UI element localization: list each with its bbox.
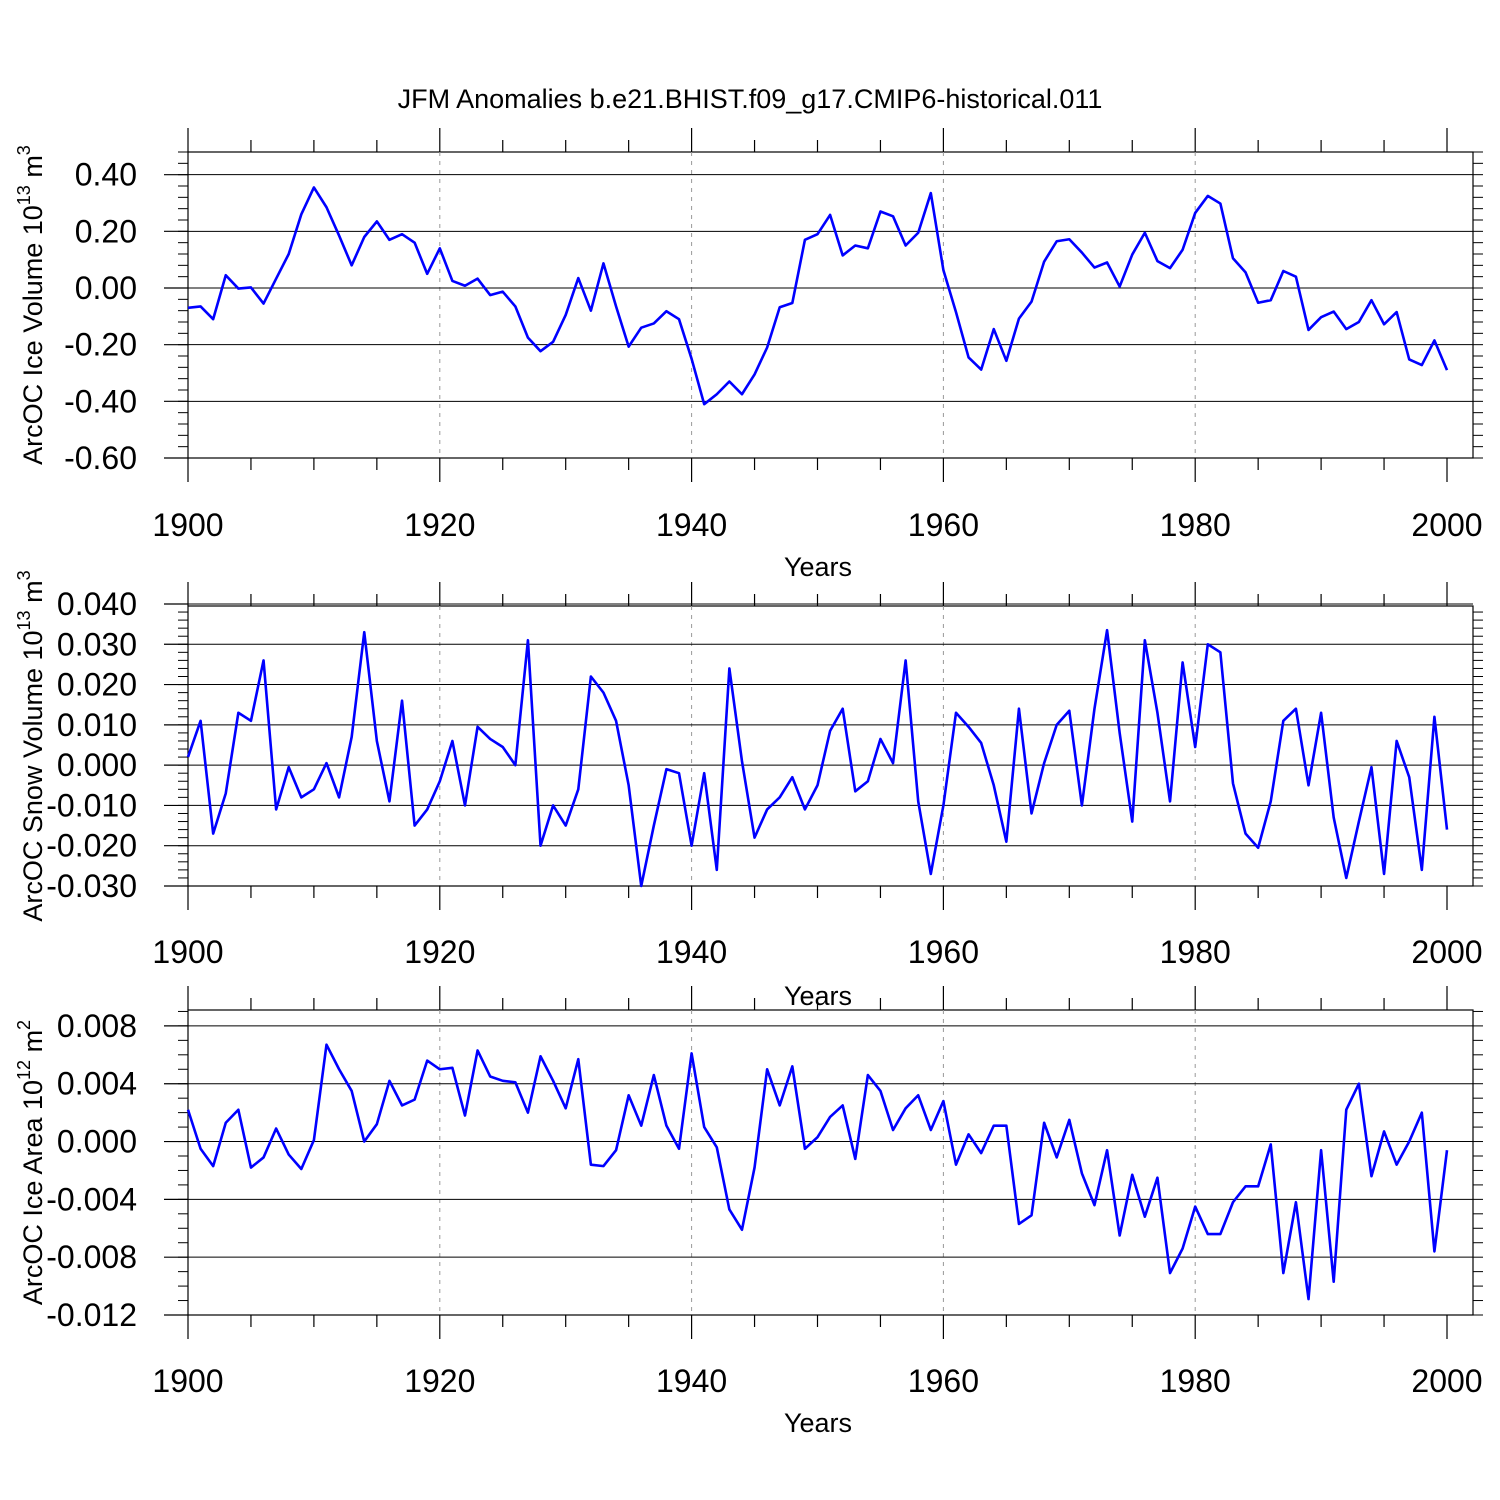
series-line-ice-area <box>186 1043 1449 1301</box>
y-axis-label-unit-exponent: 2 <box>14 1020 34 1030</box>
x-tick-label: 1900 <box>152 1363 223 1399</box>
y-axis-label-text: ArcOC Snow Volume 10 <box>18 630 48 921</box>
series-line-snow-volume <box>186 628 1449 888</box>
series-line-ice-volume <box>187 186 1449 406</box>
y-tick-label: -0.030 <box>46 868 137 904</box>
y-tick-label: 0.40 <box>75 157 137 193</box>
x-tick-label: 1980 <box>1160 507 1231 543</box>
y-axis-label-unit: m <box>18 580 48 610</box>
y-axis-label-text: ArcOC Ice Area 10 <box>18 1080 48 1305</box>
y-axis-label: ArcOC Snow Volume 1013 m3 <box>14 570 48 921</box>
y-axis-label-exponent: 13 <box>14 185 34 205</box>
y-tick-label: 0.008 <box>57 1008 137 1044</box>
y-tick-label: 0.030 <box>57 626 137 662</box>
y-axis-label: ArcOC Ice Area 1012 m2 <box>14 1020 48 1305</box>
y-tick-label: -0.012 <box>46 1297 137 1333</box>
x-tick-label: 1940 <box>656 507 727 543</box>
x-tick-label: 1900 <box>152 934 223 970</box>
y-tick-label: 0.020 <box>57 667 137 703</box>
x-tick-label: 1920 <box>404 507 475 543</box>
x-axis-label: Years <box>784 552 852 582</box>
y-tick-label: -0.60 <box>64 440 137 476</box>
y-tick-label: -0.20 <box>64 327 137 363</box>
x-tick-label: 1920 <box>404 1363 475 1399</box>
y-axis-label-exponent: 12 <box>14 1060 34 1080</box>
y-tick-label: 0.040 <box>57 586 137 622</box>
y-axis-label-exponent: 13 <box>14 610 34 630</box>
y-tick-label: 0.000 <box>57 747 137 783</box>
chart-title: JFM Anomalies b.e21.BHIST.f09_g17.CMIP6-… <box>397 84 1103 114</box>
x-tick-label: 1920 <box>404 934 475 970</box>
y-tick-label: -0.010 <box>46 787 137 823</box>
panel-ice-volume: 1900 1920 1940 1960 1980 2000 Years 0.40 0.20 0.0… <box>14 128 1483 582</box>
x-tick-label: 1960 <box>908 1363 979 1399</box>
x-tick-label: 2000 <box>1411 507 1482 543</box>
y-tick-label: 0.00 <box>75 270 137 306</box>
y-axis-label-unit: m <box>18 155 48 185</box>
x-tick-label: 1960 <box>908 934 979 970</box>
y-tick-label: -0.40 <box>64 383 137 419</box>
y-tick-label: -0.008 <box>46 1239 137 1275</box>
y-tick-label: 0.010 <box>57 707 137 743</box>
y-tick-label: 0.004 <box>57 1066 137 1102</box>
y-axis-label-unit: m <box>18 1030 48 1060</box>
x-tick-label: 1940 <box>656 934 727 970</box>
plot-frame <box>187 151 1474 459</box>
x-tick-label: 1940 <box>656 1363 727 1399</box>
x-tick-label: 1980 <box>1160 934 1231 970</box>
y-axis-label-unit-exponent: 3 <box>14 145 34 155</box>
x-tick-label: 1900 <box>152 507 223 543</box>
plot-frame <box>187 1009 1474 1316</box>
x-tick-label: 2000 <box>1411 1363 1482 1399</box>
y-tick-label: 0.20 <box>75 213 137 249</box>
x-tick-label: 1960 <box>908 507 979 543</box>
y-tick-label: 0.000 <box>57 1124 137 1160</box>
y-tick-label: -0.004 <box>46 1181 137 1217</box>
panel-snow-volume: 1900 1920 1940 1960 1980 2000Years0.0400.0300… <box>14 570 1483 1011</box>
x-axis-label: Years <box>784 1408 852 1438</box>
y-axis-label-text: ArcOC Ice Volume 10 <box>18 205 48 465</box>
x-tick-label: 2000 <box>1411 934 1482 970</box>
y-axis-label-unit-exponent: 3 <box>14 570 34 580</box>
x-tick-label: 1980 <box>1160 1363 1231 1399</box>
y-tick-label: -0.020 <box>46 828 137 864</box>
panel-ice-area: 1900 1920 1940 1960 1980 2000 Years 0.008 0.004 0… <box>14 986 1483 1438</box>
y-axis-label: ArcOC Ice Volume 1013 m3 <box>14 145 48 465</box>
